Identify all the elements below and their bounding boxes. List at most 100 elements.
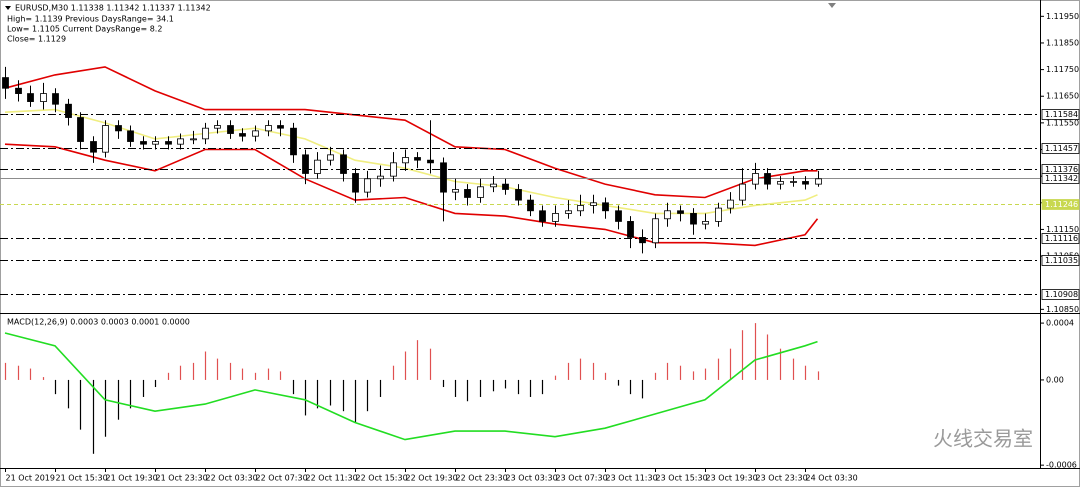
candle-body (515, 189, 522, 201)
y-tick-label: 1.11650 (1046, 92, 1079, 101)
candle-body (15, 87, 22, 94)
candle-body (777, 181, 784, 185)
y-tick-label: 1.11550 (1046, 118, 1079, 127)
y-tick-label: 0.00 (1046, 375, 1064, 384)
candle-body (27, 93, 34, 102)
y-tick-label: 1.11850 (1046, 38, 1079, 47)
level-label: 1.11035 (1045, 256, 1078, 265)
candle-body (690, 213, 697, 225)
x-tick-label: 24 Oct 03:30 (806, 474, 858, 483)
candle-body (90, 141, 97, 153)
candle-body (590, 202, 597, 206)
info-line: High= 1.1139 Previous DaysRange= 34.1 (7, 15, 174, 24)
level-label-box (1041, 109, 1080, 120)
level-label: 1.11116 (1045, 234, 1078, 243)
candle-body (40, 93, 47, 102)
candle-body (565, 210, 572, 214)
candle-body (527, 199, 534, 212)
x-tick-label: 23 Oct 03:30 (506, 474, 558, 483)
indicator-line (4, 332, 818, 441)
level-label-box (1041, 255, 1080, 266)
level-label-box (1041, 173, 1080, 184)
candle-body (652, 218, 659, 244)
candle-body (764, 173, 771, 185)
x-tick-label: 23 Oct 07:30 (556, 474, 608, 483)
candle-body (115, 125, 122, 132)
candle-body (602, 202, 609, 212)
candle-body (65, 103, 72, 118)
x-tick-label: 21 Oct 23:30 (156, 474, 208, 483)
x-tick-label: 22 Oct 23:30 (456, 474, 508, 483)
candle-body (77, 117, 84, 142)
menu-arrow[interactable] (5, 6, 11, 10)
x-tick-label: 23 Oct 11:30 (606, 474, 658, 483)
candle-body (639, 237, 646, 244)
candle-body (739, 183, 746, 201)
candle-body (190, 138, 197, 141)
candle-body (290, 127, 297, 156)
candle-body (790, 181, 797, 183)
candle-body (502, 183, 509, 190)
level-label: 1.11376 (1045, 165, 1078, 174)
x-tick-label: 23 Oct 23:30 (756, 474, 808, 483)
y-tick-label: 1.10850 (1046, 305, 1079, 314)
watermark: 火线交易室 (933, 427, 1033, 451)
candle-body (340, 154, 347, 174)
candle-body (414, 157, 421, 161)
candle-body (727, 199, 734, 209)
x-tick-label: 22 Oct 11:30 (306, 474, 358, 483)
info-line: Low= 1.1105 Current DaysRange= 8.2 (7, 25, 162, 34)
candle-body (477, 186, 484, 198)
x-tick-label: 22 Oct 07:30 (256, 474, 308, 483)
candle-body (364, 178, 371, 193)
y-tick-label: 0.0004 (1046, 319, 1074, 328)
candle-body (214, 125, 221, 129)
x-tick-label: 21 Oct 19:30 (106, 474, 158, 483)
candle-body (327, 154, 334, 161)
y-tick-label: -0.0006 (1046, 461, 1077, 470)
indicator-title: MACD(12,26,9) 0.0003 0.0003 0.0001 0.000… (7, 318, 190, 327)
y-tick-label: 1.11950 (1046, 12, 1079, 21)
chart-title: EURUSD,M30 1.11338 1.11342 1.11337 1.113… (15, 4, 211, 13)
level-label: 1.11584 (1045, 110, 1078, 119)
level-label-box (1041, 143, 1080, 154)
candle-body (52, 93, 59, 105)
shift-marker (828, 3, 836, 8)
level-label: 1.10908 (1045, 290, 1078, 299)
candle-body (440, 162, 447, 193)
candle-body (127, 130, 134, 142)
candle-body (177, 138, 184, 145)
candle-body (152, 141, 159, 145)
candle-body (239, 133, 246, 137)
candle-body (165, 141, 172, 145)
candle-body (490, 183, 497, 188)
candle-body (752, 173, 759, 185)
candle-body (227, 125, 234, 134)
info-line: Close= 1.1129 (7, 35, 66, 44)
candle-body (202, 127, 209, 140)
x-tick-label: 23 Oct 15:30 (656, 474, 708, 483)
x-tick-label: 22 Oct 03:30 (206, 474, 258, 483)
candle-body (802, 181, 809, 185)
candle-body (677, 210, 684, 214)
candle-body (252, 130, 259, 137)
candle-body (539, 210, 546, 222)
x-tick-label: 23 Oct 19:30 (706, 474, 758, 483)
level-label-box (1041, 233, 1080, 244)
level-label: 1.11457 (1045, 144, 1078, 153)
candle-body (627, 221, 634, 238)
candle-body (452, 189, 459, 193)
x-tick-label: 22 Oct 19:30 (406, 474, 458, 483)
candle-body (702, 221, 709, 225)
indicator-line (4, 108, 818, 215)
level-label-box (1041, 199, 1080, 210)
candle-body (352, 173, 359, 193)
x-tick-label: 21 Oct 15:30 (56, 474, 108, 483)
candle-body (427, 159, 434, 164)
candle-body (377, 175, 384, 180)
candle-body (402, 157, 409, 164)
candle-body (715, 207, 722, 222)
candle-body (302, 154, 309, 174)
